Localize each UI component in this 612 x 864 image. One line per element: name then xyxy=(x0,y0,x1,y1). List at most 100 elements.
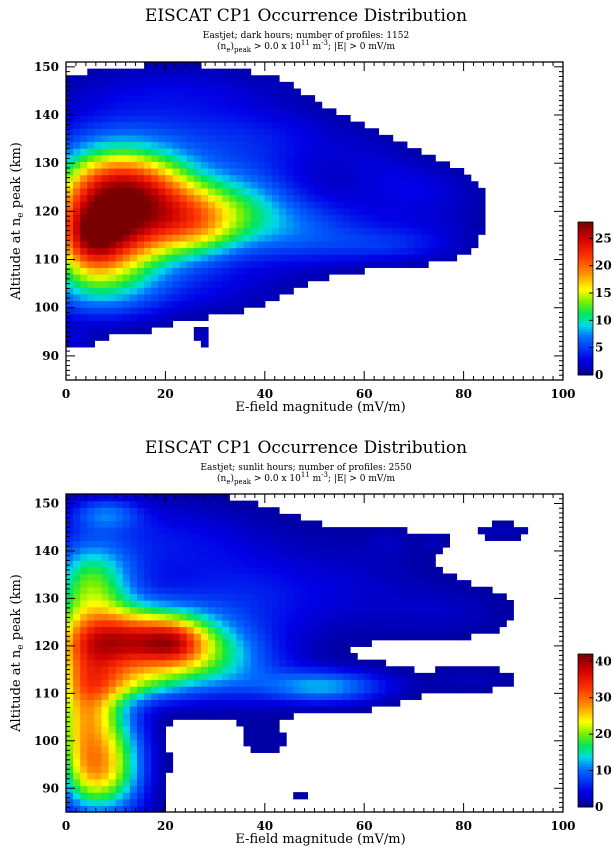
heatmap-cell xyxy=(357,221,365,229)
heatmap-cell xyxy=(307,659,316,667)
heatmap-cell xyxy=(385,194,394,202)
heatmap-cell xyxy=(392,560,401,568)
heatmap-cell xyxy=(158,88,166,96)
heatmap-cell xyxy=(172,174,181,182)
heatmap-cell xyxy=(186,527,195,535)
heatmap-cell xyxy=(208,168,216,176)
heatmap-cell xyxy=(66,553,74,561)
colorbar-segment xyxy=(578,280,593,284)
heatmap-cell xyxy=(200,639,209,647)
heatmap-cell xyxy=(215,494,223,502)
colorbar-segment xyxy=(578,720,593,724)
heatmap-cell xyxy=(108,712,117,720)
heatmap-cell xyxy=(158,692,166,700)
heatmap-cell xyxy=(364,201,372,209)
heatmap-cell xyxy=(286,187,294,196)
heatmap-cell xyxy=(165,712,174,720)
heatmap-cell xyxy=(271,293,280,302)
heatmap-cell xyxy=(484,666,493,674)
heatmap-cell xyxy=(87,221,95,229)
heatmap-cell xyxy=(137,739,145,747)
heatmap-cell xyxy=(271,725,280,734)
heatmap-cell xyxy=(357,606,365,614)
heatmap-cell xyxy=(179,174,188,182)
heatmap-cell xyxy=(286,672,294,681)
heatmap-cell xyxy=(179,260,188,268)
heatmap-cell xyxy=(286,712,294,720)
heatmap-cell xyxy=(73,646,81,654)
heatmap-cell xyxy=(257,181,266,189)
heatmap-cell xyxy=(271,566,280,575)
heatmap-cell xyxy=(222,593,230,601)
heatmap-cell xyxy=(520,527,529,535)
heatmap-cell xyxy=(94,613,103,621)
heatmap-cell xyxy=(314,686,323,694)
heatmap-cell xyxy=(286,646,294,654)
heatmap-cell xyxy=(463,613,472,621)
heatmap-cell xyxy=(158,520,166,528)
heatmap-cell xyxy=(172,62,181,70)
heatmap-cell xyxy=(172,68,181,76)
heatmap-cell xyxy=(101,586,110,594)
heatmap-cell xyxy=(350,214,358,222)
heatmap-cell xyxy=(364,221,372,229)
heatmap-cell xyxy=(87,260,95,268)
heatmap-cell xyxy=(271,606,280,614)
heatmap-cell xyxy=(151,293,159,302)
heatmap-cell xyxy=(186,619,195,628)
heatmap-cell xyxy=(158,553,166,561)
heatmap-cell xyxy=(264,666,273,674)
heatmap-cell xyxy=(193,600,202,608)
heatmap-cell xyxy=(144,320,152,328)
heatmap-cell xyxy=(378,181,387,189)
heatmap-cell xyxy=(200,527,209,535)
heatmap-cell xyxy=(250,560,259,568)
heatmap-cell xyxy=(293,181,301,189)
heatmap-cell xyxy=(399,221,408,229)
x-axis-label: E-field magnitude (mV/m) xyxy=(235,832,405,847)
heatmap-cell xyxy=(108,121,117,129)
heatmap-cell xyxy=(243,507,252,515)
heatmap-cell xyxy=(371,566,379,575)
heatmap-cell xyxy=(94,227,103,235)
heatmap-cell xyxy=(222,507,230,515)
heatmap-cell xyxy=(144,75,152,83)
heatmap-cell xyxy=(80,560,88,568)
heatmap-cell xyxy=(222,115,230,123)
heatmap-cell xyxy=(186,108,195,116)
heatmap-cell xyxy=(115,533,124,541)
heatmap-cell xyxy=(80,333,88,341)
heatmap-cell xyxy=(371,553,379,561)
heatmap-cell xyxy=(421,547,429,555)
heatmap-cell xyxy=(293,174,301,182)
heatmap-cell xyxy=(257,81,266,90)
heatmap-cell xyxy=(94,520,103,528)
heatmap-cell xyxy=(264,626,273,634)
heatmap-cell xyxy=(449,174,458,182)
heatmap-cell xyxy=(186,613,195,621)
heatmap-cell xyxy=(193,672,202,681)
heatmap-cell xyxy=(307,181,316,189)
heatmap-cell xyxy=(222,613,230,621)
heatmap-cell xyxy=(364,207,372,215)
heatmap-cell xyxy=(115,586,124,594)
chart-title: EISCAT CP1 Occurrence Distribution xyxy=(144,438,468,458)
heatmap-cell xyxy=(179,141,188,149)
heatmap-cell xyxy=(80,633,88,641)
heatmap-cell xyxy=(257,633,266,641)
heatmap-cell xyxy=(129,247,138,255)
heatmap-cell xyxy=(463,633,472,641)
heatmap-cell xyxy=(463,234,472,242)
heatmap-cell xyxy=(392,161,401,169)
heatmap-cell xyxy=(208,672,216,681)
heatmap-cell xyxy=(94,313,103,321)
heatmap-cell xyxy=(335,653,344,661)
heatmap-cell xyxy=(122,520,131,528)
heatmap-cell xyxy=(243,500,252,508)
heatmap-cell xyxy=(435,181,443,189)
heatmap-cell xyxy=(165,267,174,275)
heatmap-cell xyxy=(293,653,301,661)
heatmap-cell xyxy=(137,772,145,780)
heatmap-cell xyxy=(342,699,351,707)
heatmap-cell xyxy=(108,772,117,780)
